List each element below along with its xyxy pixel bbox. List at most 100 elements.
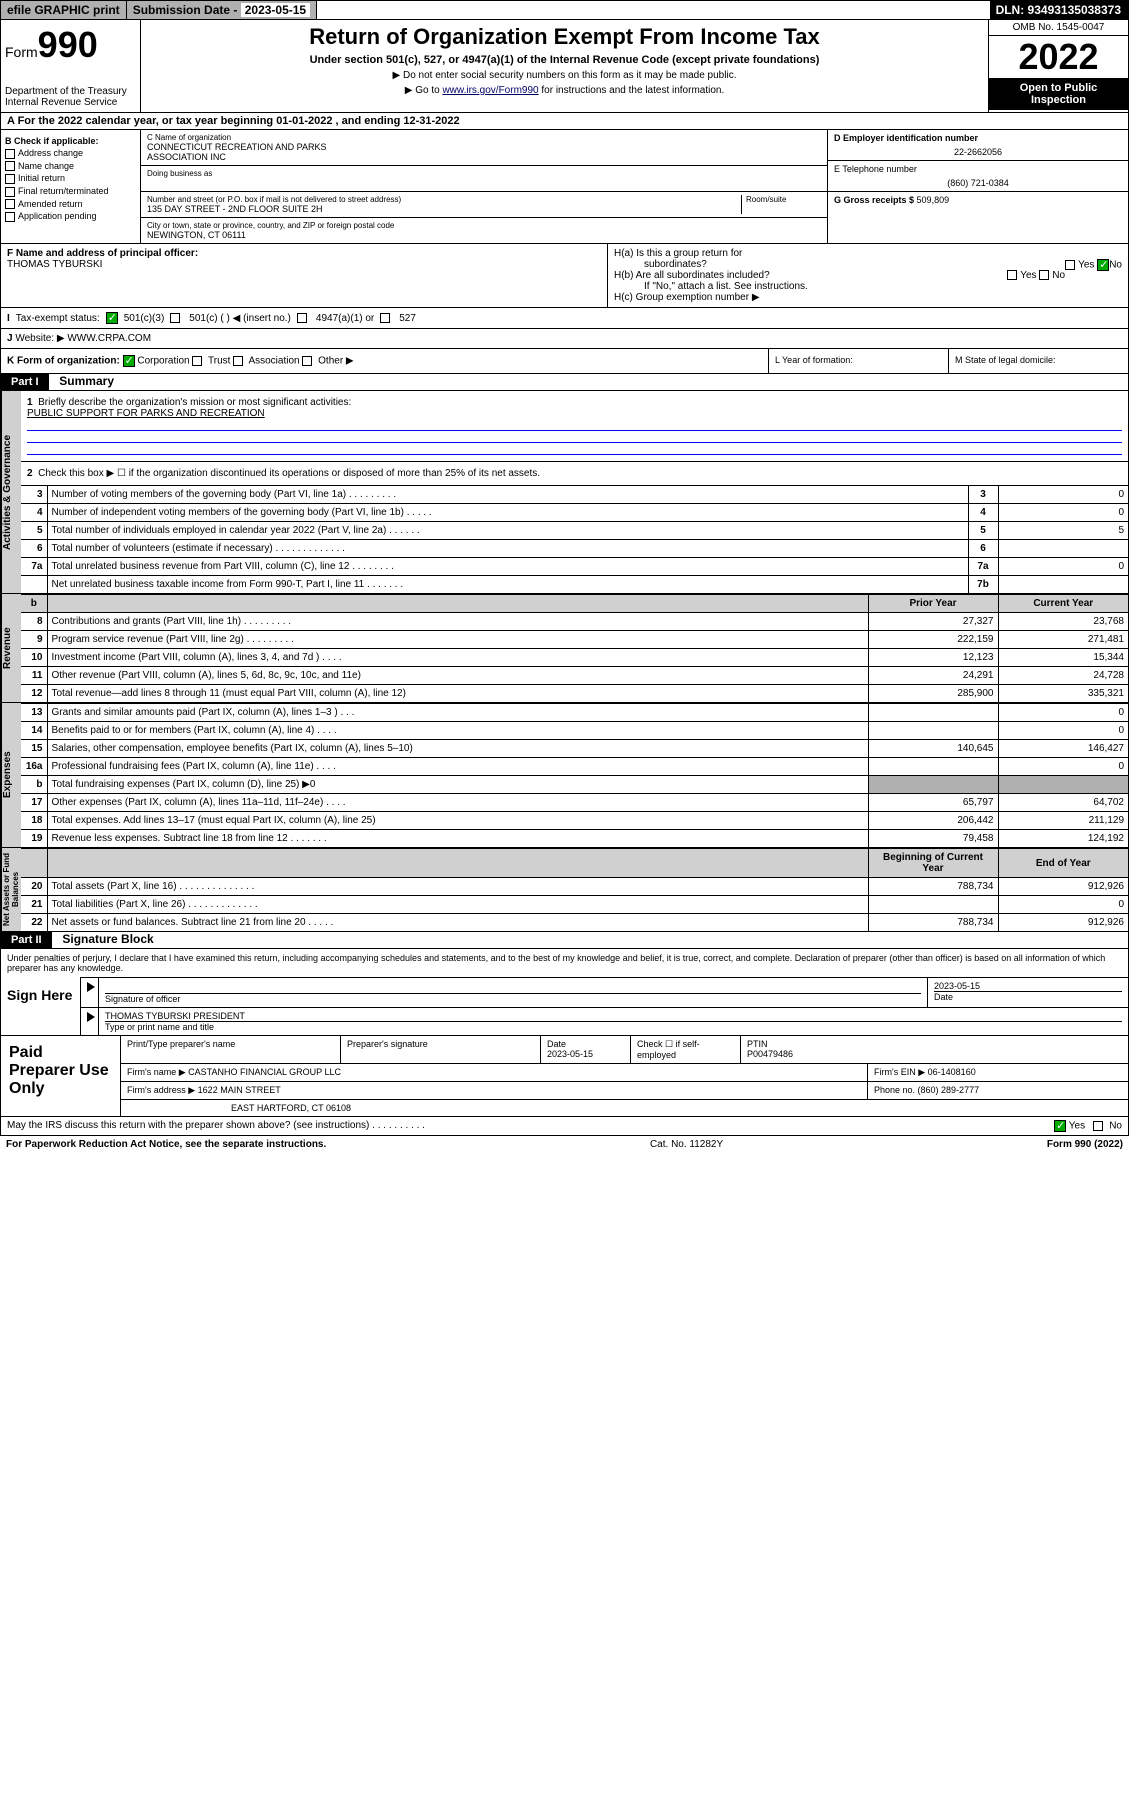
- ein-value: 22-2662056: [834, 147, 1122, 157]
- row-i-tax-status: I Tax-exempt status: 501(c)(3) 501(c) ( …: [0, 308, 1129, 329]
- chk-trust[interactable]: [192, 356, 202, 366]
- tel-value: (860) 721-0384: [834, 178, 1122, 188]
- irs-link[interactable]: www.irs.gov/Form990: [442, 85, 538, 96]
- part1-title: Summary: [51, 374, 114, 388]
- header-right: OMB No. 1545-0047 2022 Open to Public In…: [988, 20, 1128, 112]
- open-to-public: Open to Public Inspection: [989, 78, 1128, 110]
- firm-name: CASTANHO FINANCIAL GROUP LLC: [188, 1067, 341, 1077]
- sig-name-value: THOMAS TYBURSKI PRESIDENT: [105, 1011, 1122, 1021]
- addr-value: 135 DAY STREET - 2ND FLOOR SUITE 2H: [147, 204, 741, 214]
- row-f-h: F Name and address of principal officer:…: [0, 244, 1129, 308]
- netassets-table: Beginning of Current YearEnd of Year 20T…: [21, 848, 1128, 931]
- submission-date-label: Submission Date - 2023-05-15: [127, 1, 317, 19]
- tel-label: E Telephone number: [834, 164, 1122, 174]
- chk-name-change[interactable]: Name change: [5, 161, 136, 172]
- prep-date: 2023-05-15: [547, 1049, 593, 1059]
- revenue-block: Revenue bPrior YearCurrent Year 8Contrib…: [0, 594, 1129, 703]
- chk-4947[interactable]: [297, 313, 307, 323]
- chk-other[interactable]: [302, 356, 312, 366]
- form-subtitle-1: Under section 501(c), 527, or 4947(a)(1)…: [145, 54, 984, 66]
- part1-header: Part I: [1, 374, 49, 390]
- f-value: THOMAS TYBURSKI: [7, 259, 601, 270]
- form-ref: Form 990 (2022): [1047, 1139, 1123, 1150]
- ha-no[interactable]: [1097, 259, 1109, 271]
- hb-no[interactable]: [1039, 270, 1049, 280]
- city-value: NEWINGTON, CT 06111: [147, 230, 821, 240]
- cat-no: Cat. No. 11282Y: [650, 1139, 723, 1150]
- side-activities-governance: Activities & Governance: [1, 391, 21, 593]
- room-label: Room/suite: [746, 195, 821, 204]
- col-b-checkboxes: B Check if applicable: Address change Na…: [1, 130, 141, 243]
- header-left: Form990 Department of the Treasury Inter…: [1, 20, 141, 112]
- chk-amended-return[interactable]: Amended return: [5, 199, 136, 210]
- dln: DLN: 93493135038373: [990, 1, 1128, 19]
- topbar-spacer: [317, 8, 989, 12]
- block-bcd: B Check if applicable: Address change Na…: [0, 130, 1129, 244]
- ein-label: D Employer identification number: [834, 133, 1122, 143]
- prep-name-label: Print/Type preparer's name: [121, 1036, 341, 1063]
- chk-address-change[interactable]: Address change: [5, 148, 136, 159]
- chk-final-return[interactable]: Final return/terminated: [5, 186, 136, 197]
- arrow-icon: [87, 982, 95, 992]
- firm-address: 1622 MAIN STREET: [198, 1085, 281, 1095]
- side-netassets: Net Assets or Fund Balances: [1, 848, 21, 931]
- side-expenses: Expenses: [1, 703, 21, 847]
- sign-here-label: Sign Here: [1, 977, 81, 1035]
- page-footer: For Paperwork Reduction Act Notice, see …: [0, 1136, 1129, 1153]
- org-name-1: CONNECTICUT RECREATION AND PARKS: [147, 142, 821, 152]
- org-name-label: C Name of organization: [147, 133, 821, 142]
- ha-yes[interactable]: [1065, 260, 1075, 270]
- chk-527[interactable]: [380, 313, 390, 323]
- q2-text: Check this box ▶ ☐ if the organization d…: [38, 468, 540, 479]
- sig-name-label: Type or print name and title: [105, 1021, 1122, 1032]
- form-number: Form990: [5, 24, 136, 66]
- irs-discuss-row: May the IRS discuss this return with the…: [0, 1117, 1129, 1136]
- chk-initial-return[interactable]: Initial return: [5, 173, 136, 184]
- expenses-block: Expenses 13Grants and similar amounts pa…: [0, 703, 1129, 848]
- part2-header: Part II: [1, 932, 52, 948]
- chk-assoc[interactable]: [233, 356, 243, 366]
- sig-declaration: Under penalties of perjury, I declare th…: [1, 949, 1128, 977]
- section-a-tax-year: A For the 2022 calendar year, or tax yea…: [0, 113, 1129, 130]
- dba-row: Doing business as: [141, 166, 827, 192]
- chk-501c[interactable]: [170, 313, 180, 323]
- signature-block: Under penalties of perjury, I declare th…: [0, 949, 1129, 1036]
- sig-date-label: Date: [934, 991, 1122, 1002]
- chk-501c3[interactable]: [106, 312, 118, 324]
- q1-value: PUBLIC SUPPORT FOR PARKS AND RECREATION: [27, 408, 265, 419]
- sig-officer-line: Signature of officer: [105, 993, 921, 1004]
- summary-table: 3Number of voting members of the governi…: [21, 485, 1128, 593]
- form-title: Return of Organization Exempt From Incom…: [145, 24, 984, 50]
- firm-phone: Phone no. (860) 289-2777: [868, 1082, 1128, 1099]
- dept-treasury: Department of the Treasury: [5, 86, 136, 97]
- ptin-value: P00479486: [747, 1049, 793, 1059]
- m-state-domicile: M State of legal domicile:: [948, 349, 1128, 373]
- hb-note: If "No," attach a list. See instructions…: [644, 281, 1122, 292]
- header-mid: Return of Organization Exempt From Incom…: [141, 20, 988, 112]
- row-j-website: J Website: ▶ WWW.CRPA.COM: [0, 329, 1129, 349]
- activities-governance-block: Activities & Governance 1 Briefly descri…: [0, 391, 1129, 594]
- part2-title: Signature Block: [54, 932, 153, 946]
- paid-preparer-block: Paid Preparer Use Only Print/Type prepar…: [0, 1036, 1129, 1117]
- col-deg: D Employer identification number 22-2662…: [828, 130, 1128, 243]
- side-revenue: Revenue: [1, 594, 21, 702]
- gross-receipts: G Gross receipts $ 509,809: [828, 192, 1128, 208]
- chk-application-pending[interactable]: Application pending: [5, 211, 136, 222]
- prep-self-employed[interactable]: Check ☐ if self-employed: [631, 1036, 741, 1063]
- col-b-header: B Check if applicable:: [5, 136, 136, 146]
- discuss-no[interactable]: [1093, 1121, 1103, 1131]
- hb-yes[interactable]: [1007, 270, 1017, 280]
- col-c-org-info: C Name of organization CONNECTICUT RECRE…: [141, 130, 828, 243]
- arrow-icon: [87, 1012, 95, 1022]
- discuss-yes[interactable]: [1054, 1120, 1066, 1132]
- prep-sig-label: Preparer's signature: [341, 1036, 541, 1063]
- q1-label: Briefly describe the organization's miss…: [38, 397, 351, 408]
- efile-print-button[interactable]: efile GRAPHIC print: [1, 1, 127, 19]
- paperwork-notice: For Paperwork Reduction Act Notice, see …: [6, 1139, 326, 1150]
- sig-date-value: 2023-05-15: [934, 981, 1122, 991]
- irs-label: Internal Revenue Service: [5, 97, 136, 108]
- submission-date-value: 2023-05-15: [241, 3, 310, 17]
- paid-preparer-label: Paid Preparer Use Only: [1, 1036, 121, 1116]
- form-header: Form990 Department of the Treasury Inter…: [0, 20, 1129, 113]
- chk-corp[interactable]: [123, 355, 135, 367]
